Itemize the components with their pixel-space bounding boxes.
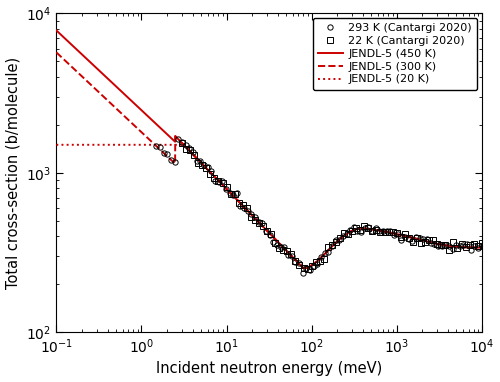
JENDL-5 (300 K) bbox=[75, 70, 81, 75]
Y-axis label: Total cross-section (b/molecule): Total cross-section (b/molecule) bbox=[6, 57, 20, 289]
JENDL-5 (20 K) bbox=[388, 231, 394, 235]
JENDL-5 (300 K) bbox=[54, 50, 60, 55]
22 K (Cantargi 2020) bbox=[430, 238, 436, 243]
JENDL-5 (300 K) bbox=[300, 266, 306, 270]
JENDL-5 (300 K) bbox=[479, 245, 485, 250]
293 K (Cantargi 2020) bbox=[176, 137, 182, 141]
Line: JENDL-5 (450 K): JENDL-5 (450 K) bbox=[56, 31, 482, 268]
JENDL-5 (20 K) bbox=[300, 266, 306, 270]
Legend: 293 K (Cantargi 2020), 22 K (Cantargi 2020), JENDL-5 (450 K), JENDL-5 (300 K), J: 293 K (Cantargi 2020), 22 K (Cantargi 20… bbox=[312, 18, 478, 90]
JENDL-5 (20 K) bbox=[54, 142, 60, 147]
JENDL-5 (300 K) bbox=[388, 231, 394, 235]
Line: JENDL-5 (20 K): JENDL-5 (20 K) bbox=[56, 143, 482, 268]
293 K (Cantargi 2020) bbox=[256, 220, 262, 225]
JENDL-5 (300 K) bbox=[466, 245, 472, 250]
JENDL-5 (450 K) bbox=[54, 28, 60, 33]
22 K (Cantargi 2020) bbox=[479, 241, 485, 246]
JENDL-5 (20 K) bbox=[479, 245, 485, 250]
JENDL-5 (20 K) bbox=[467, 245, 473, 250]
293 K (Cantargi 2020) bbox=[154, 144, 160, 148]
293 K (Cantargi 2020) bbox=[201, 163, 207, 167]
293 K (Cantargi 2020) bbox=[472, 243, 478, 248]
JENDL-5 (20 K) bbox=[466, 245, 472, 250]
JENDL-5 (450 K) bbox=[388, 231, 394, 235]
Line: JENDL-5 (300 K): JENDL-5 (300 K) bbox=[56, 52, 482, 268]
22 K (Cantargi 2020) bbox=[304, 266, 310, 271]
JENDL-5 (450 K) bbox=[75, 49, 81, 53]
JENDL-5 (300 K) bbox=[249, 213, 255, 217]
293 K (Cantargi 2020) bbox=[300, 270, 306, 275]
X-axis label: Incident neutron energy (meV): Incident neutron energy (meV) bbox=[156, 361, 382, 376]
JENDL-5 (20 K) bbox=[260, 225, 266, 229]
293 K (Cantargi 2020) bbox=[438, 244, 444, 248]
22 K (Cantargi 2020) bbox=[179, 141, 185, 145]
JENDL-5 (20 K) bbox=[179, 141, 185, 146]
293 K (Cantargi 2020) bbox=[479, 243, 485, 248]
22 K (Cantargi 2020) bbox=[410, 239, 416, 244]
JENDL-5 (450 K) bbox=[260, 225, 266, 229]
JENDL-5 (450 K) bbox=[479, 245, 485, 250]
293 K (Cantargi 2020) bbox=[388, 229, 394, 233]
Line: 293 K (Cantargi 2020): 293 K (Cantargi 2020) bbox=[154, 136, 484, 275]
293 K (Cantargi 2020) bbox=[431, 242, 437, 247]
22 K (Cantargi 2020) bbox=[422, 240, 428, 244]
JENDL-5 (450 K) bbox=[300, 266, 306, 270]
JENDL-5 (450 K) bbox=[466, 245, 472, 250]
JENDL-5 (450 K) bbox=[249, 213, 255, 217]
JENDL-5 (300 K) bbox=[466, 245, 472, 250]
JENDL-5 (300 K) bbox=[260, 225, 266, 229]
22 K (Cantargi 2020) bbox=[450, 240, 456, 244]
JENDL-5 (20 K) bbox=[75, 142, 81, 147]
Line: 22 K (Cantargi 2020): 22 K (Cantargi 2020) bbox=[180, 140, 484, 271]
22 K (Cantargi 2020) bbox=[418, 241, 424, 246]
JENDL-5 (20 K) bbox=[249, 213, 255, 218]
22 K (Cantargi 2020) bbox=[204, 166, 210, 170]
JENDL-5 (450 K) bbox=[466, 245, 472, 250]
